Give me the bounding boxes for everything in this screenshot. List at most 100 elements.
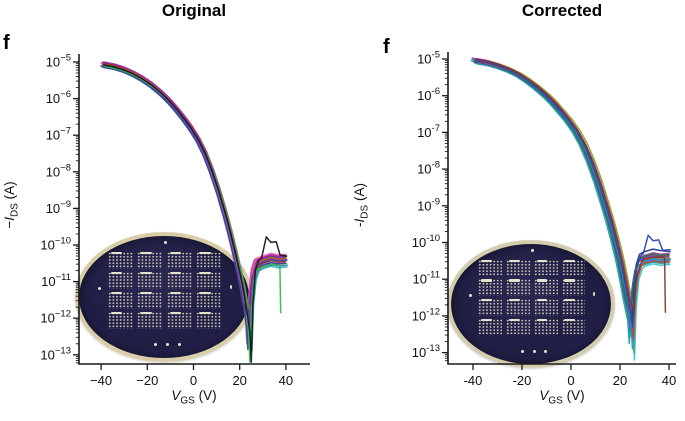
y-tick-label: 10−8 <box>46 162 71 179</box>
x-axis-label: VGS (V) <box>171 388 217 407</box>
transfer-curve <box>476 63 671 354</box>
y-tick-label: 10-6 <box>417 86 440 103</box>
wafer-die <box>478 298 502 316</box>
transfer-curve <box>101 63 287 334</box>
wafer-marker-dot <box>593 292 596 296</box>
wafer-die <box>196 271 222 289</box>
wafer-die <box>505 259 530 277</box>
transfer-curve <box>103 65 288 316</box>
transfer-curve <box>102 61 287 341</box>
transfer-curve <box>101 61 286 338</box>
y-tick-label: 10-9 <box>417 196 440 213</box>
x-tick-label: 0 <box>190 373 197 388</box>
transfer-curve <box>104 62 287 323</box>
panel-title: Original <box>161 1 227 20</box>
transfer-curve <box>476 62 671 361</box>
wafer-marker-dot <box>521 349 525 353</box>
x-tick-label: −40 <box>90 373 112 388</box>
transfer-curve <box>100 62 286 345</box>
wafer-inset-photo <box>75 232 253 362</box>
y-axis-label: −IDS (A) <box>2 181 21 229</box>
transfer-curve <box>474 62 670 350</box>
wafer-die <box>478 259 502 277</box>
x-tick-label: −20 <box>136 373 158 388</box>
wafer-die <box>505 318 530 336</box>
wafer-marker-dot <box>97 287 101 291</box>
plot-original: 10−5 10−6 10−7 10−8 10−9 10−10 10−11 10−12 10−13… <box>40 53 310 388</box>
plot-corrected: 10-5 10-6 10-7 10-8 10-9 10-10 10-11 10-12 10-13… <box>412 50 676 389</box>
y-tick-label: 10-12 <box>412 306 440 323</box>
transfer-curve <box>475 57 670 321</box>
x-tick-label: 20 <box>613 373 627 388</box>
wafer-die <box>107 271 134 289</box>
transfer-curve <box>472 60 670 323</box>
y-tick-label: 10−6 <box>46 89 71 106</box>
y-tick-label: 10−9 <box>46 199 71 216</box>
wafer-die <box>533 279 558 296</box>
wafer-die <box>107 311 134 329</box>
panel-title: Corrected <box>521 1 603 20</box>
wafer-marker-dot <box>230 284 233 289</box>
x-axis-label: VGS (V) <box>539 388 585 407</box>
wafer-die <box>561 259 586 277</box>
y-tick-label: 10−5 <box>46 53 71 70</box>
transfer-curve <box>100 66 287 351</box>
y-tick-label: 10−13 <box>40 345 71 362</box>
wafer-die <box>533 318 558 336</box>
wafer-die <box>166 291 193 309</box>
transfer-curve <box>470 60 670 345</box>
panel-corrected: 10-5 10-6 10-7 10-8 10-9 10-10 10-11 10-12 10-13… <box>343 0 685 421</box>
y-tick-label: 10-5 <box>417 50 440 67</box>
transfer-curve <box>477 61 671 341</box>
axes <box>78 54 310 365</box>
wafer-die <box>561 279 586 296</box>
y-axis-label: -IDS (A) <box>352 183 371 227</box>
wafer-die <box>533 298 558 316</box>
transfer-curve <box>471 58 670 339</box>
y-tick-label: 10−12 <box>40 309 71 326</box>
wafer-marker-dot <box>543 349 547 353</box>
wafer-die <box>505 279 530 296</box>
transfer-curve <box>472 60 670 334</box>
transfer-curve <box>471 57 670 330</box>
y-tick-label: 10−7 <box>46 126 71 143</box>
wafer-die <box>107 291 134 309</box>
panel-letter: f <box>3 32 10 54</box>
wafer-die <box>137 251 163 269</box>
panel-letter: f <box>383 36 390 58</box>
wafer-die <box>107 251 134 269</box>
transfer-curve <box>475 59 671 328</box>
wafer-die <box>478 318 502 336</box>
transfer-curve <box>474 61 671 337</box>
transfer-curve <box>104 63 287 312</box>
panel-original: 10−5 10−6 10−7 10−8 10−9 10−10 10−11 10−12 10−13… <box>0 0 342 421</box>
wafer-die <box>561 318 586 336</box>
wafer-die <box>166 251 193 269</box>
transfer-curve <box>101 63 287 319</box>
transfer-curve <box>102 64 288 363</box>
transfer-curve <box>104 66 289 352</box>
transfer-curve <box>473 59 670 324</box>
transfer-curve <box>100 64 287 330</box>
wafer-die-grid <box>107 251 222 329</box>
wafer-marker-dot <box>165 343 169 347</box>
wafer-die <box>137 291 163 309</box>
transfer-curve <box>476 58 667 317</box>
axes <box>447 52 676 365</box>
wafer-marker-dot <box>153 343 157 347</box>
wafer-die <box>505 298 530 316</box>
y-tick-label: 10-7 <box>417 123 440 140</box>
wafer-marker-dot <box>164 240 167 244</box>
wafer-die <box>196 311 222 329</box>
wafer-marker-dot <box>532 349 536 353</box>
wafer-die-grid <box>478 259 586 336</box>
wafer-die <box>478 279 502 296</box>
y-tick-label: 10−10 <box>40 236 71 253</box>
transfer-curve <box>103 66 288 325</box>
x-tick-label: 40 <box>662 373 676 388</box>
wafer-marker-dot <box>531 248 534 252</box>
wafer-die <box>137 311 163 329</box>
transfer-curve <box>104 64 288 308</box>
y-tick-label: 10-10 <box>412 233 440 250</box>
wafer-die <box>166 271 193 289</box>
